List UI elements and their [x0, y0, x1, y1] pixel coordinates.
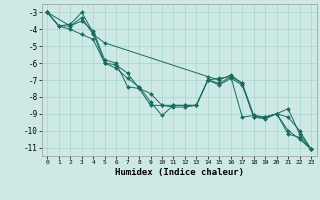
X-axis label: Humidex (Indice chaleur): Humidex (Indice chaleur) [115, 168, 244, 177]
